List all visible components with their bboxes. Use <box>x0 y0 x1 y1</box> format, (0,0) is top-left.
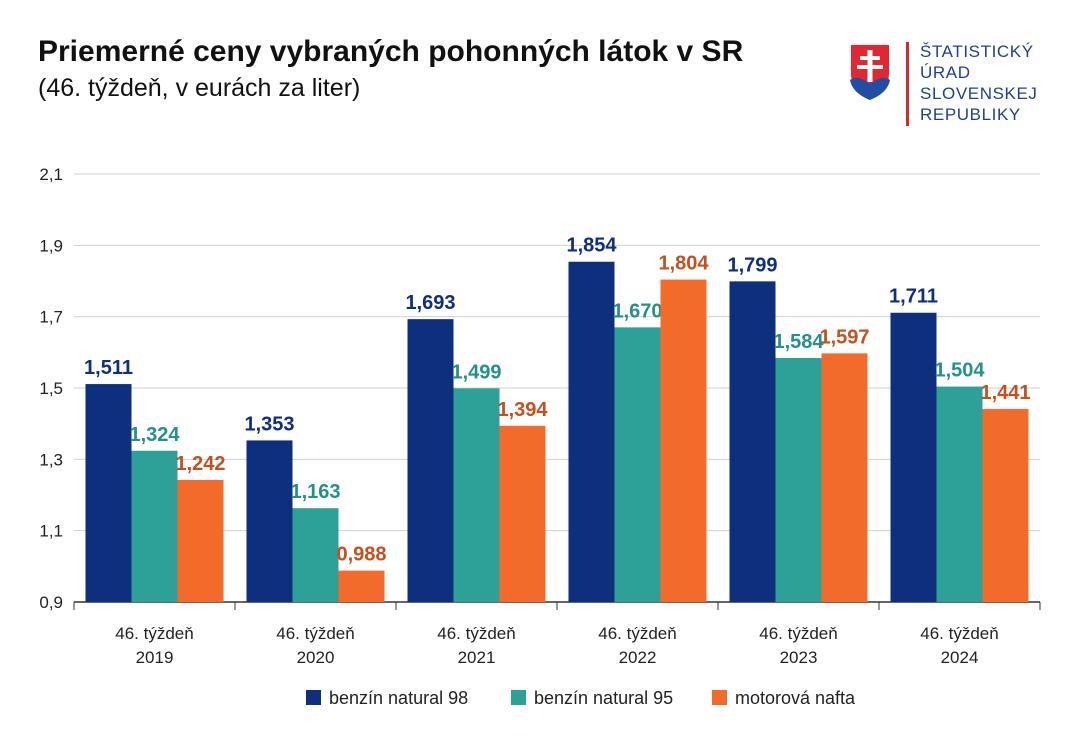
data-label: 1,353 <box>244 413 294 435</box>
y-tick-label: 0,9 <box>39 593 63 612</box>
logo-line: ÚRAD <box>920 63 971 82</box>
bar <box>407 319 454 602</box>
y-tick-label: 1,1 <box>39 522 63 541</box>
bar <box>131 450 178 602</box>
statistical-office-logo <box>849 42 909 126</box>
data-label: 1,504 <box>934 360 985 382</box>
bar <box>568 261 615 602</box>
data-label: 1,394 <box>497 399 548 421</box>
x-tick-label: 46. týždeň <box>598 624 676 643</box>
x-tick-label: 46. týždeň <box>759 624 837 643</box>
bar <box>499 425 546 602</box>
data-label: 1,711 <box>889 286 938 308</box>
y-tick-label: 1,3 <box>39 450 63 469</box>
x-tick-label: 2019 <box>136 648 174 667</box>
data-label: 1,242 <box>175 453 225 475</box>
legend-swatch <box>306 690 321 705</box>
data-label: 1,499 <box>451 361 501 383</box>
legend-swatch <box>511 690 526 705</box>
y-tick-label: 1,7 <box>39 308 63 327</box>
legend-label: benzín natural 98 <box>329 688 468 708</box>
data-label: 1,804 <box>658 253 709 275</box>
x-tick-label: 2022 <box>619 648 657 667</box>
bar <box>982 409 1029 602</box>
legend-swatch <box>712 690 727 705</box>
logo-divider <box>906 42 909 126</box>
legend-label: benzín natural 95 <box>534 688 673 708</box>
data-label: 1,799 <box>727 254 777 276</box>
bar <box>246 440 293 602</box>
data-label: 1,163 <box>290 481 340 503</box>
logo-line: SLOVENSKEJ <box>920 84 1038 103</box>
bar <box>453 388 500 602</box>
bar <box>292 508 339 602</box>
x-tick-label: 2024 <box>941 648 979 667</box>
bar <box>821 353 868 602</box>
data-label: 1,597 <box>819 326 869 348</box>
bar <box>660 279 707 602</box>
y-tick-label: 1,9 <box>39 236 63 255</box>
legend-label: motorová nafta <box>735 688 856 708</box>
y-tick-label: 2,1 <box>39 165 63 184</box>
bar <box>177 480 224 602</box>
x-tick-label: 46. týždeň <box>115 624 193 643</box>
bar <box>936 386 983 602</box>
y-tick-label: 1,5 <box>39 379 63 398</box>
bar <box>729 281 776 602</box>
data-label: 1,670 <box>612 300 662 322</box>
chart-title: Priemerné ceny vybraných pohonných látok… <box>38 35 744 68</box>
data-label: 1,584 <box>773 331 824 353</box>
x-tick-label: 2020 <box>297 648 335 667</box>
logo-line: ŠTATISTICKÝ <box>920 42 1034 61</box>
bar <box>775 358 822 602</box>
bar <box>890 312 937 602</box>
logo-line: REPUBLIKY <box>920 105 1021 124</box>
bar <box>338 570 385 602</box>
bar <box>85 384 132 602</box>
data-label: 1,693 <box>405 292 455 314</box>
chart-subtitle: (46. týždeň, v eurách za liter) <box>38 74 361 102</box>
x-tick-label: 46. týždeň <box>437 624 515 643</box>
bar <box>614 327 661 602</box>
x-tick-label: 2023 <box>780 648 818 667</box>
data-label: 0,988 <box>336 544 386 566</box>
data-label: 1,441 <box>980 382 1030 404</box>
x-tick-label: 46. týždeň <box>276 624 354 643</box>
data-label: 1,511 <box>84 357 133 379</box>
data-label: 1,324 <box>129 424 180 446</box>
x-tick-label: 2021 <box>458 648 496 667</box>
logo-text: ŠTATISTICKÝ ÚRAD SLOVENSKEJ REPUBLIKY <box>920 41 1038 125</box>
data-label: 1,854 <box>566 235 617 257</box>
x-tick-label: 46. týždeň <box>920 624 998 643</box>
